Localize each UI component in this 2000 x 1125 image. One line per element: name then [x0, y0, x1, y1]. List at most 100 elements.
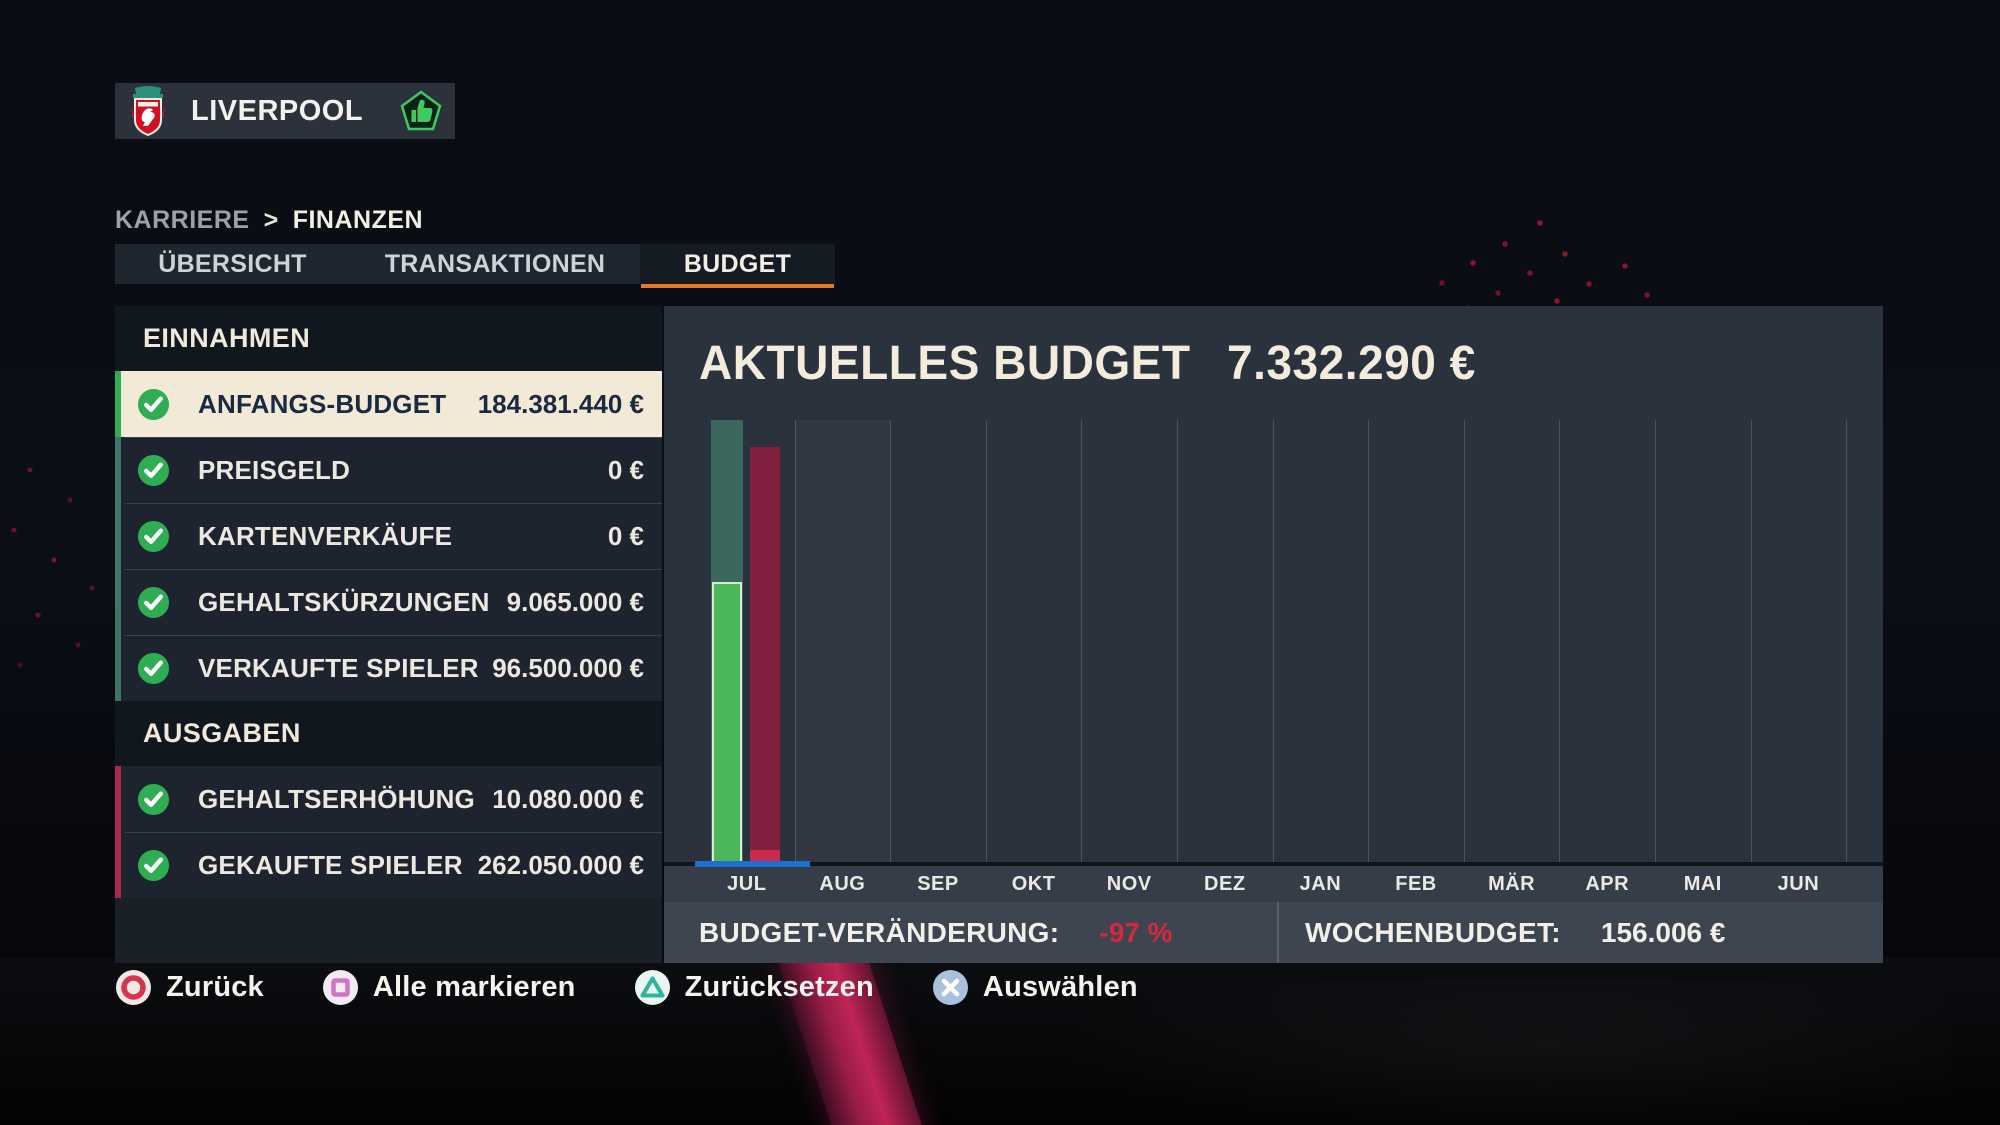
- section-title: AUSGABEN: [143, 718, 301, 748]
- month-label-aug: AUG: [819, 872, 866, 895]
- budget-change-section: BUDGET-VERÄNDERUNG: -97 %: [699, 902, 1173, 963]
- hint-zuruecksetzen[interactable]: Zurücksetzen: [634, 969, 874, 1006]
- tab-label: ÜBERSICHT: [158, 249, 307, 278]
- breadcrumb: KARRIERE > FINANZEN: [115, 204, 423, 236]
- section-title: EINNAHMEN: [143, 323, 311, 353]
- month-label-mai: MAI: [1683, 872, 1722, 895]
- check-icon: [137, 454, 170, 487]
- tab-budget[interactable]: BUDGET: [640, 244, 835, 288]
- weekly-budget-value: 156.006 €: [1600, 916, 1726, 948]
- chart-title-row: AKTUELLES BUDGET 7.332.290 €: [699, 336, 1476, 391]
- month-label-dez: DEZ: [1204, 872, 1246, 895]
- finance-row-label: GEKAUFTE SPIELER: [198, 849, 463, 880]
- club-header-bar: LIVERPOOL: [115, 83, 455, 139]
- check-icon: [137, 388, 170, 421]
- gridline: [890, 420, 892, 865]
- current-month-marker: [695, 861, 810, 867]
- check-icon: [137, 783, 170, 816]
- finance-row-gehaltserhoehung[interactable]: GEHALTSERHÖHUNG 10.080.000 €: [115, 766, 662, 832]
- hint-alle-markieren[interactable]: Alle markieren: [322, 969, 576, 1006]
- controller-hints-bar: Zurück Alle markieren Zurücksetzen Auswähle…: [115, 966, 1138, 1008]
- finance-row-value: 10.080.000 €: [492, 783, 644, 814]
- finance-row-label: VERKAUFTE SPIELER: [198, 652, 479, 683]
- row-accent-strip: [115, 569, 121, 635]
- row-accent-strip: [115, 832, 121, 898]
- hint-label: Zurücksetzen: [684, 970, 874, 1003]
- gridline: [1463, 420, 1465, 865]
- finance-row-gehaltskuerzungen[interactable]: GEHALTSKÜRZUNGEN 9.065.000 €: [115, 569, 662, 635]
- budget-change-value: -97 %: [1099, 916, 1173, 948]
- liverpool-crest-icon: [130, 86, 166, 137]
- finance-row-label: ANFANGS-BUDGET: [198, 388, 447, 419]
- section-header-ausgaben: AUSGABEN: [115, 701, 662, 766]
- background-dot-cluster-top-right: [1430, 180, 1690, 330]
- finance-row-value: 0 €: [607, 454, 644, 485]
- finance-row-label: KARTENVERKÄUFE: [198, 520, 453, 551]
- section-header-einnahmen: EINNAHMEN: [115, 306, 662, 371]
- month-label-jan: JAN: [1299, 872, 1342, 895]
- finance-row-preisgeld[interactable]: PREISGELD 0 €: [115, 437, 662, 503]
- bar-income-selected-jul: [712, 582, 742, 865]
- finance-row-value: 0 €: [607, 520, 644, 551]
- hint-auswaehlen[interactable]: Auswählen: [932, 969, 1138, 1006]
- finance-row-value: 184.381.440 €: [477, 388, 644, 419]
- thumbs-up-badge-icon: [400, 90, 442, 131]
- month-label-jul: JUL: [727, 872, 767, 895]
- gridline: [1750, 420, 1752, 865]
- gridline: [1559, 420, 1561, 865]
- breadcrumb-separator-icon: >: [263, 205, 279, 234]
- row-accent-strip: [115, 766, 121, 832]
- gridline: [1655, 420, 1656, 865]
- tab-uebersicht[interactable]: ÜBERSICHT: [115, 244, 350, 284]
- gridline: [1177, 420, 1178, 865]
- gridline: [1272, 420, 1274, 865]
- month-label-sep: SEP: [917, 872, 959, 895]
- cross-button-icon: [932, 969, 969, 1006]
- month-label-jun: JUN: [1777, 872, 1820, 895]
- check-icon: [137, 652, 170, 685]
- finance-row-value: 262.050.000 €: [477, 849, 644, 880]
- background-floor-glow: [1050, 980, 1950, 1125]
- background-dot-cluster-left: [0, 430, 110, 690]
- gridline: [985, 420, 987, 865]
- breadcrumb-current: FINANZEN: [292, 205, 424, 234]
- breadcrumb-parent: KARRIERE: [115, 205, 250, 234]
- finance-row-value: 96.500.000 €: [492, 652, 644, 683]
- month-label-nov: NOV: [1106, 872, 1152, 895]
- chart-month-axis: JUL AUG SEP OKT NOV DEZ JAN FEB MÄR APR MAI JUN: [664, 866, 1883, 902]
- chart-axis-line: [664, 862, 1883, 866]
- month-label-okt: OKT: [1011, 872, 1056, 895]
- budget-chart-panel: AKTUELLES BUDGET 7.332.290 € JUL AUG SEP OK…: [664, 306, 1883, 963]
- hint-label: Alle markieren: [372, 970, 576, 1003]
- finance-row-label: GEHALTSERHÖHUNG: [198, 783, 475, 814]
- month-label-maer: MÄR: [1488, 872, 1536, 895]
- tab-transaktionen[interactable]: TRANSAKTIONEN: [350, 244, 640, 284]
- circle-button-icon: [115, 969, 152, 1006]
- row-accent-strip: [115, 503, 121, 569]
- weekly-budget-section: WOCHENBUDGET: 156.006 €: [1305, 902, 1725, 963]
- finance-row-anfangs-budget[interactable]: ANFANGS-BUDGET 184.381.440 €: [115, 371, 662, 437]
- footer-divider: [1277, 902, 1279, 963]
- chart-title-value: 7.332.290 €: [1227, 337, 1476, 390]
- row-accent-strip: [115, 437, 121, 503]
- finance-row-gekaufte-spieler[interactable]: GEKAUFTE SPIELER 262.050.000 €: [115, 832, 662, 898]
- finance-row-label: GEHALTSKÜRZUNGEN: [198, 586, 490, 617]
- budget-bar-chart: [664, 420, 1883, 865]
- highlighted-month-column: [794, 420, 891, 865]
- square-button-icon: [322, 969, 359, 1006]
- bar-expenses-total-jul: [750, 447, 780, 865]
- finance-row-kartenverkaeufe[interactable]: KARTENVERKÄUFE 0 €: [115, 503, 662, 569]
- finance-row-verkaufte-spieler[interactable]: VERKAUFTE SPIELER 96.500.000 €: [115, 635, 662, 701]
- check-icon: [137, 849, 170, 882]
- check-icon: [137, 586, 170, 619]
- hint-label: Auswählen: [982, 970, 1138, 1003]
- budget-change-label: BUDGET-VERÄNDERUNG:: [699, 916, 1060, 948]
- finance-row-label: PREISGELD: [198, 454, 351, 485]
- hint-zurueck[interactable]: Zurück: [115, 969, 264, 1006]
- chart-title-label: AKTUELLES BUDGET: [699, 337, 1191, 390]
- check-icon: [137, 520, 170, 553]
- triangle-button-icon: [634, 969, 671, 1006]
- gridline: [794, 420, 796, 865]
- active-tab-underline: [641, 284, 834, 288]
